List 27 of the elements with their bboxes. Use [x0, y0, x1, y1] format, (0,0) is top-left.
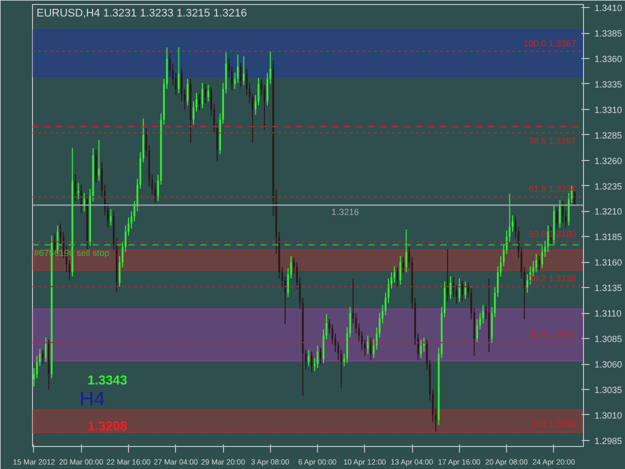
y-tick-label: 1.3185 [594, 232, 622, 242]
chart-title: EURUSD,H4 1.3231 1.3233 1.3215 1.3216 [36, 8, 247, 20]
ref-line-label: 23.6 1.3081 [528, 330, 576, 340]
y-tick-label: 1.3335 [594, 79, 622, 90]
y-tick-label: 1.3410 [594, 3, 622, 14]
y-tick-label: 1.3235 [594, 181, 622, 192]
y-tick-label: 1.3135 [594, 283, 622, 294]
y-tick-label: 1.3060 [594, 360, 622, 370]
y-tick-label: 1.3285 [594, 130, 622, 140]
ref-line-label: 0.0 1.2993 [534, 419, 576, 430]
y-tick-label: 1.3210 [594, 206, 622, 217]
annotation: H4 [80, 388, 106, 410]
y-tick-label: 1.3385 [594, 28, 622, 39]
annotation: 1.3343 [88, 372, 128, 388]
y-tick-label: 1.3160 [594, 258, 622, 268]
y-tick-label: 1.3085 [594, 334, 622, 344]
ref-line-label: 78.6 1.3287 [528, 136, 576, 146]
ref-line-label: 100.0 1.3367 [524, 38, 576, 48]
y-tick-label: 1.3035 [594, 384, 622, 395]
y-tick-label: 1.3110 [594, 308, 622, 319]
y-tick-label: 1.2985 [594, 436, 622, 446]
ref-line-label: 1.3216 [331, 207, 359, 218]
y-tick-label: 1.3260 [594, 156, 622, 166]
annotation: 1.3208 [88, 418, 128, 434]
y-tick-label: 1.3010 [594, 410, 622, 420]
y-tick-label: 1.3310 [594, 104, 622, 115]
y-tick-label: 1.3360 [594, 54, 622, 64]
